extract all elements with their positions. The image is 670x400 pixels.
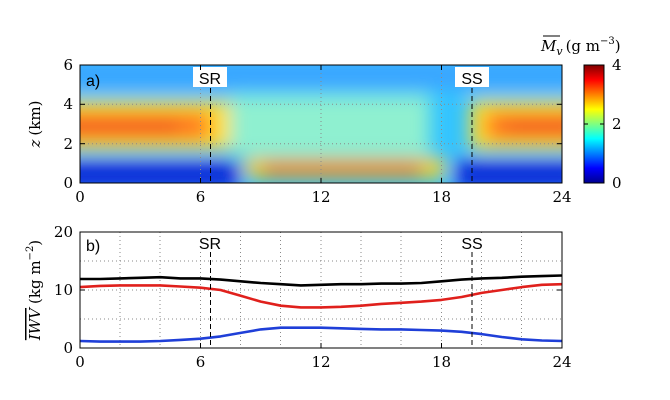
x-tick-a-12: 12 bbox=[311, 188, 330, 206]
sunset-label-a: SS bbox=[461, 71, 482, 88]
panel-b: SR SS b) 0 6 12 18 24 0 10 20 IWV(kg m−2… bbox=[25, 223, 572, 371]
panel-label-b: b) bbox=[86, 238, 100, 255]
colorbar-tick-2: 2 bbox=[612, 115, 622, 133]
y-axis-label-a: z(km) bbox=[26, 101, 44, 149]
y-tick-a-2: 2 bbox=[63, 135, 73, 153]
x-tick-a-6: 6 bbox=[196, 188, 206, 206]
y-tick-b-10: 10 bbox=[54, 281, 73, 299]
x-tick-a-24: 24 bbox=[552, 188, 571, 206]
y-tick-a-0: 0 bbox=[63, 174, 73, 192]
colorbar-tick-4: 4 bbox=[612, 56, 622, 74]
x-tick-b-12: 12 bbox=[311, 353, 330, 371]
series-line-2 bbox=[80, 326, 562, 343]
x-tick-a-18: 18 bbox=[432, 188, 451, 206]
sunrise-label-a: SR bbox=[199, 71, 221, 88]
y-tick-b-0: 0 bbox=[63, 339, 73, 357]
x-tick-a-0: 0 bbox=[75, 188, 85, 206]
y-axis-label-b: IWV(kg m−2) bbox=[25, 240, 44, 341]
series-line-1 bbox=[80, 282, 562, 309]
heatmap-field bbox=[80, 65, 562, 183]
x-tick-b-24: 24 bbox=[552, 353, 571, 371]
panel-label-a: a) bbox=[86, 73, 100, 90]
y-tick-a-6: 6 bbox=[63, 56, 73, 74]
series-line-0 bbox=[80, 274, 562, 287]
colorbar: 0 2 4 Mv (g m−3) bbox=[540, 35, 622, 192]
x-tick-b-6: 6 bbox=[196, 353, 206, 371]
panel-a: SR SS a) 0 6 12 18 24 0 2 4 6 z(km) bbox=[26, 56, 572, 206]
sunset-label-b: SS bbox=[461, 236, 482, 253]
sunrise-label-b: SR bbox=[199, 236, 221, 253]
y-tick-a-4: 4 bbox=[63, 95, 73, 113]
y-tick-b-20: 20 bbox=[54, 223, 73, 241]
x-tick-b-0: 0 bbox=[75, 353, 85, 371]
x-tick-b-18: 18 bbox=[432, 353, 451, 371]
lines-b bbox=[80, 274, 562, 343]
colorbar-label: Mv (g m−3) bbox=[540, 36, 621, 58]
grid-a bbox=[80, 65, 562, 183]
colorbar-tick-0: 0 bbox=[612, 174, 622, 192]
